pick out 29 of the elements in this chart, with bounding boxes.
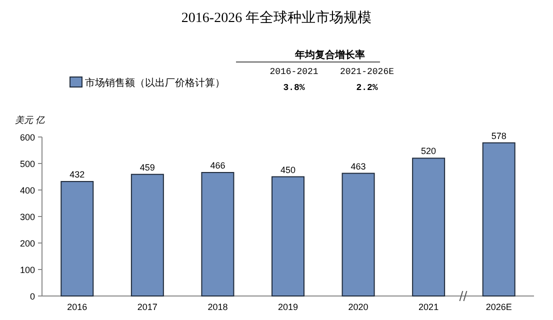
data-label: 432 <box>70 170 85 180</box>
y-tick-label: 0 <box>30 292 35 302</box>
y-tick-label: 200 <box>20 238 35 248</box>
text: 2.2% <box>356 83 378 93</box>
text: 年均复合增长率 <box>294 49 365 61</box>
y-axis-title: 美元 亿 <box>15 115 46 125</box>
data-label: 463 <box>350 161 366 172</box>
x-tick-label: 2021 <box>418 302 439 312</box>
x-tick-label: 2026E <box>486 302 512 312</box>
y-tick-label: 500 <box>20 159 35 169</box>
data-label: 450 <box>280 164 296 175</box>
y-tick-label: 300 <box>20 212 35 222</box>
x-tick-label: 2018 <box>208 302 228 312</box>
text: 2016-2021 <box>270 67 318 77</box>
text: 2021-2026E <box>340 67 394 77</box>
chart-title: 2016-2026 年全球种业市场规模 <box>181 10 372 26</box>
x-tick-label: 2019 <box>278 302 298 312</box>
legend-label: 市场销售额（以出厂价格计算） <box>85 77 225 89</box>
data-label: 459 <box>140 162 155 172</box>
x-tick-label: 2016 <box>67 302 88 312</box>
x-tick-label: 2017 <box>137 302 158 312</box>
y-tick-label: 400 <box>20 186 35 196</box>
text: 3.8% <box>283 83 306 93</box>
x-tick-label: 2020 <box>348 302 368 312</box>
data-label: 578 <box>491 130 506 141</box>
data-label: 466 <box>210 160 226 171</box>
data-label: 520 <box>421 146 436 156</box>
y-tick-label: 100 <box>20 265 35 275</box>
y-tick-label: 600 <box>20 132 35 142</box>
